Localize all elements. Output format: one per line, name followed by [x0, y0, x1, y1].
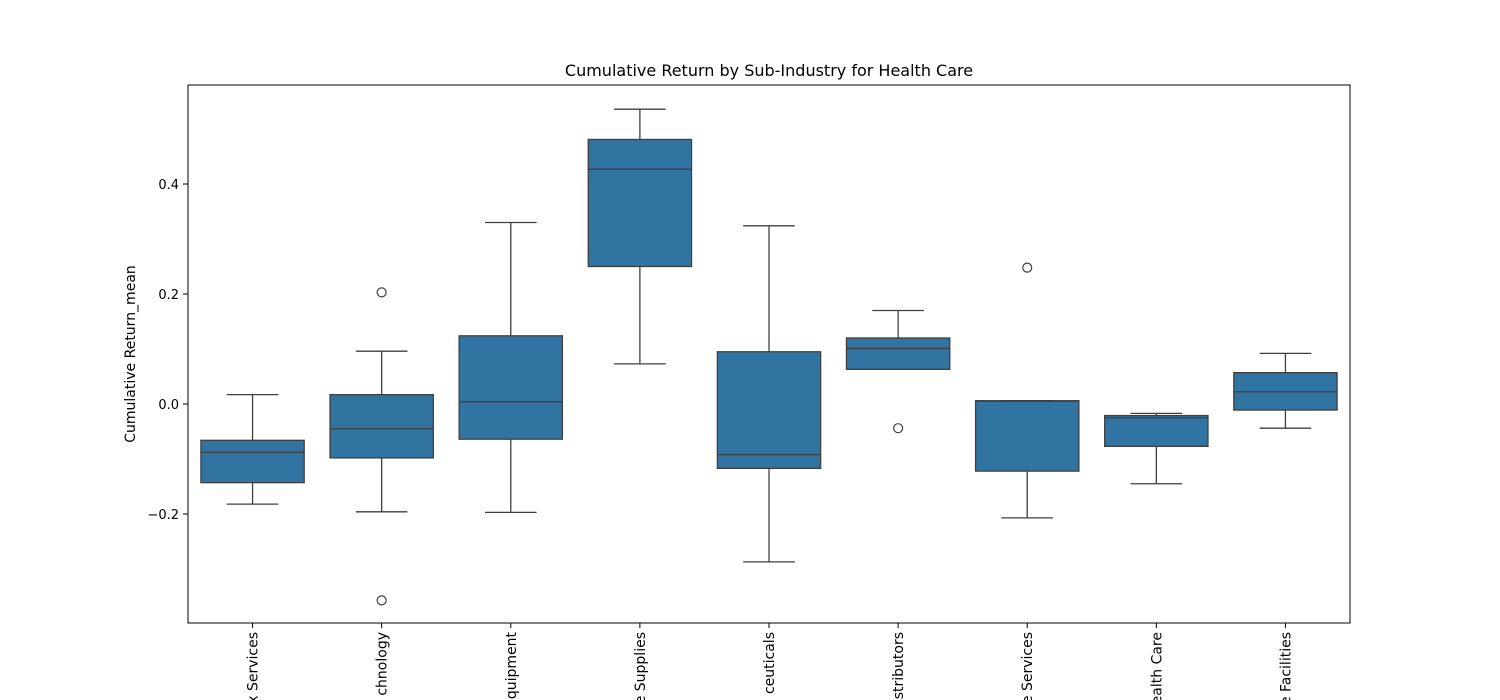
x-tick-label: e Facilities [1278, 632, 1294, 700]
iqr-box [458, 335, 564, 440]
plot-area: x Services chnology quipment e Supplies ceut… [147, 84, 1351, 700]
outlier-point [376, 595, 387, 606]
y-tick-label: 0.4 [158, 178, 179, 193]
x-tick-label: quipment [504, 631, 520, 699]
x-tick-label: ealth Care [1149, 632, 1165, 700]
iqr-box [845, 337, 951, 371]
iqr-box [587, 138, 693, 268]
y-tick-label: 0.2 [158, 288, 179, 303]
y-tick-label: −0.2 [147, 508, 179, 523]
outlier-point [1022, 262, 1033, 273]
x-tick-label: chnology [375, 632, 391, 696]
iqr-box [716, 351, 822, 469]
x-tick-label: ceuticals [762, 632, 778, 694]
x-tick-label: e Supplies [633, 632, 649, 700]
y-tick-label: 0.0 [158, 398, 179, 413]
iqr-box [329, 393, 434, 459]
outlier-point [893, 423, 904, 434]
chart-title: Cumulative Return by Sub-Industry for He… [565, 61, 973, 80]
iqr-box [200, 439, 305, 484]
x-tick-label: x Services [246, 632, 262, 700]
x-tick-label: e Services [1020, 632, 1036, 700]
plot-frame [187, 84, 1351, 624]
iqr-box [1104, 414, 1209, 447]
y-axis-label: Cumulative Return_mean [123, 265, 139, 443]
outlier-point [376, 287, 387, 298]
x-tick-label: stributors [891, 632, 907, 699]
iqr-box [974, 400, 1080, 472]
